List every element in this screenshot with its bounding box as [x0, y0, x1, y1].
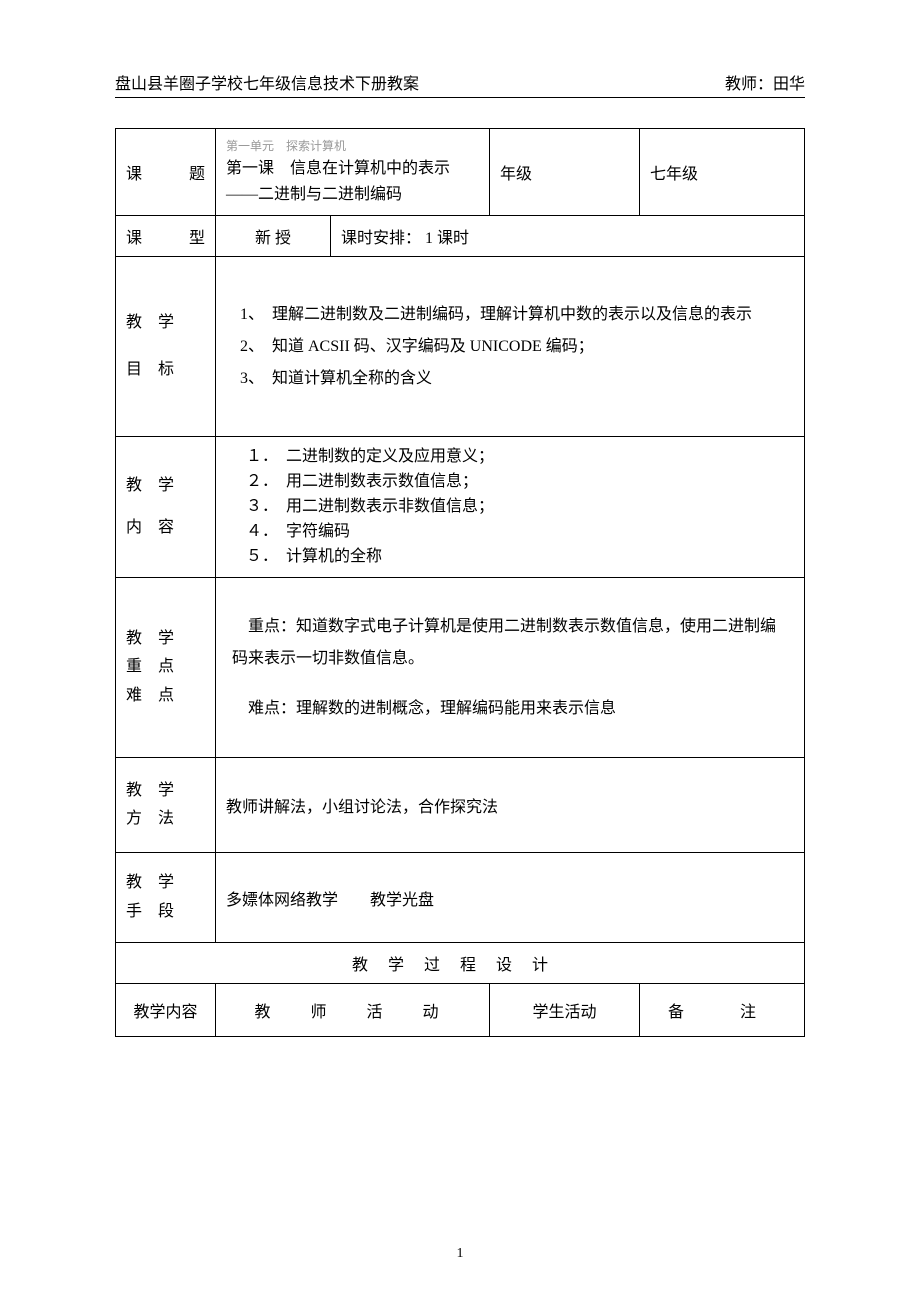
cell-lesson-title: 第一单元 探索计算机 第一课 信息在计算机中的表示 ——二进制与二进制编码	[216, 129, 490, 216]
label-method-1: 教 学	[126, 777, 174, 806]
label-obj-1: 教 学	[126, 309, 174, 338]
type-value-text: 新 授	[255, 230, 291, 247]
cell-content-list: １． 二进制数的定义及应用意义； ２． 用二进制数表示数值信息； ３． 用二进制…	[216, 437, 805, 578]
row-keypoint: 教 学 重 点 难 点 重点：知道数字式电子计算机是使用二进制数表示数值信息，使…	[116, 578, 805, 758]
lesson-line1: 第一课 信息在计算机中的表示	[226, 156, 479, 182]
label-method: 教 学 方 法	[116, 758, 216, 853]
col1-text: 教学内容	[133, 1004, 197, 1021]
method-text: 教师讲解法，小组讨论法，合作探究法	[226, 799, 498, 816]
label-objective: 教 学 目 标	[116, 257, 216, 437]
col3-text: 学生活动	[532, 1004, 596, 1021]
row-objective: 教 学 目 标 1、 理解二进制数及二进制编码，理解计算机中数的表示以及信息的表…	[116, 257, 805, 437]
label-obj-2: 目 标	[126, 356, 174, 385]
label-keypoint: 教 学 重 点 难 点	[116, 578, 216, 758]
content-item-2: ２． 用二进制数表示数值信息；	[246, 470, 794, 495]
label-content: 教 学 内 容	[116, 437, 216, 578]
col2-text: 教 师 活 动	[254, 1004, 450, 1021]
col-header-3: 学生活动	[490, 984, 640, 1037]
obj-item-1: 1、 理解二进制数及二进制编码，理解计算机中数的表示以及信息的表示	[240, 299, 790, 331]
label-means-1: 教 学	[126, 869, 174, 898]
col-header-2: 教 师 活 动	[216, 984, 490, 1037]
row-section-header: 教学过程设计	[116, 943, 805, 984]
row-columns-header: 教学内容 教 师 活 动 学生活动 备 注	[116, 984, 805, 1037]
cell-type-value: 新 授	[216, 216, 331, 257]
unit-text: 第一单元 探索计算机	[226, 137, 479, 156]
label-kp-1: 教 学	[126, 625, 174, 654]
page-number-text: 1	[457, 1246, 464, 1261]
row-type: 课 型 新 授 课时安排： 1 课时	[116, 216, 805, 257]
label-method-2: 方 法	[126, 805, 174, 834]
row-content: 教 学 内 容 １． 二进制数的定义及应用意义； ２． 用二进制数表示数值信息；…	[116, 437, 805, 578]
content-item-5: ５． 计算机的全称	[246, 545, 794, 570]
schedule-text: 课时安排： 1 课时	[341, 230, 469, 247]
obj-item-2: 2、 知道 ACSII 码、汉字编码及 UNICODE 编码；	[240, 331, 790, 363]
label-type-text: 课 型	[126, 230, 205, 247]
section-header-cell: 教学过程设计	[116, 943, 805, 984]
label-title: 课 题	[116, 129, 216, 216]
header-right-text: 教师：田华	[725, 70, 805, 94]
label-content-2: 内 容	[126, 514, 174, 543]
label-kp-2: 重 点	[126, 653, 174, 682]
grade-value-text: 七年级	[650, 166, 698, 183]
row-means: 教 学 手 段 多嫖体网络教学 教学光盘	[116, 853, 805, 943]
label-title-text: 课 题	[126, 166, 205, 183]
row-title: 课 题 第一单元 探索计算机 第一课 信息在计算机中的表示 ——二进制与二进制编…	[116, 129, 805, 216]
lesson-line2: ——二进制与二进制编码	[226, 182, 479, 208]
col-header-1: 教学内容	[116, 984, 216, 1037]
row-method: 教 学 方 法 教师讲解法，小组讨论法，合作探究法	[116, 758, 805, 853]
col-header-4: 备 注	[640, 984, 805, 1037]
content-item-3: ３． 用二进制数表示非数值信息；	[246, 495, 794, 520]
page-header: 盘山县羊圈子学校七年级信息技术下册教案 教师：田华	[115, 70, 805, 98]
label-means-2: 手 段	[126, 898, 174, 927]
label-type: 课 型	[116, 216, 216, 257]
header-left-text: 盘山县羊圈子学校七年级信息技术下册教案	[115, 70, 419, 94]
cell-keypoint-content: 重点：知道数字式电子计算机是使用二进制数表示数值信息，使用二进制编码来表示一切非…	[216, 578, 805, 758]
content-item-1: １． 二进制数的定义及应用意义；	[246, 445, 794, 470]
keypoint-text: 重点：知道数字式电子计算机是使用二进制数表示数值信息，使用二进制编码来表示一切非…	[232, 611, 788, 675]
content-item-4: ４． 字符编码	[246, 520, 794, 545]
cell-schedule: 课时安排： 1 课时	[331, 216, 805, 257]
label-kp-3: 难 点	[126, 682, 174, 711]
means-text: 多嫖体网络教学 教学光盘	[226, 892, 434, 909]
label-content-1: 教 学	[126, 472, 174, 501]
label-grade-text: 年级	[500, 166, 532, 183]
cell-means-content: 多嫖体网络教学 教学光盘	[216, 853, 805, 943]
obj-item-3: 3、 知道计算机全称的含义	[240, 363, 790, 395]
difficulty-text: 难点：理解数的进制概念，理解编码能用来表示信息	[232, 693, 788, 725]
cell-grade-value: 七年级	[640, 129, 805, 216]
cell-method-content: 教师讲解法，小组讨论法，合作探究法	[216, 758, 805, 853]
section-header-text: 教学过程设计	[352, 957, 568, 974]
cell-objective-content: 1、 理解二进制数及二进制编码，理解计算机中数的表示以及信息的表示 2、 知道 …	[216, 257, 805, 437]
page-number: 1	[0, 1246, 920, 1262]
col4-text: 备 注	[668, 1004, 776, 1021]
label-grade: 年级	[490, 129, 640, 216]
lesson-plan-table: 课 题 第一单元 探索计算机 第一课 信息在计算机中的表示 ——二进制与二进制编…	[115, 128, 805, 1037]
label-means: 教 学 手 段	[116, 853, 216, 943]
